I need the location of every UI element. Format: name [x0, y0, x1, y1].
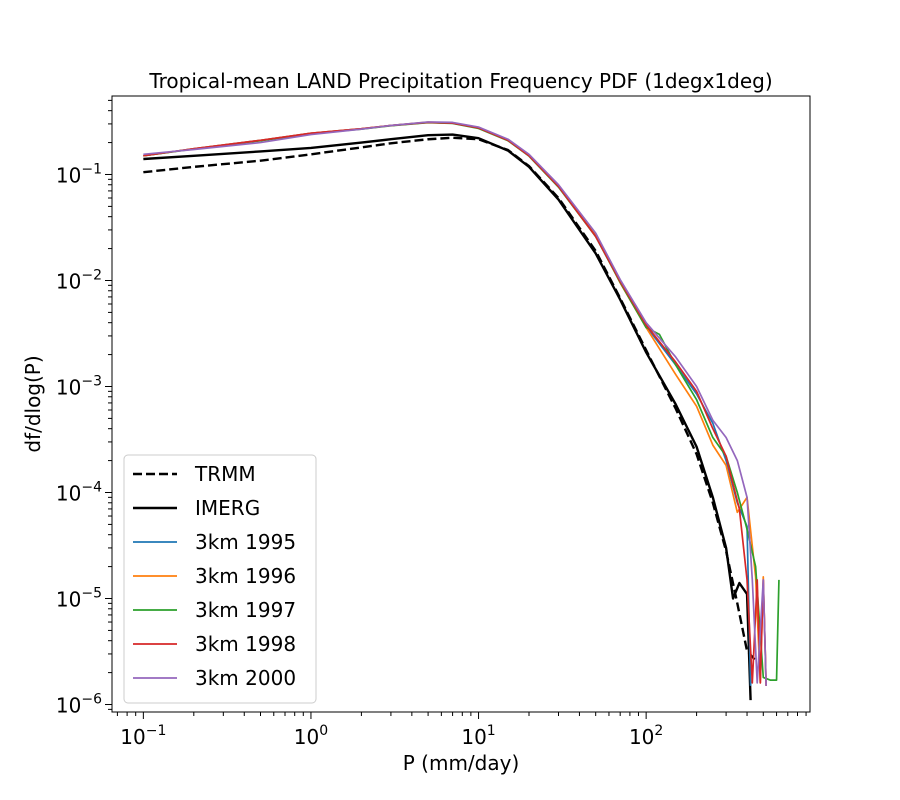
y-tick-label: 10−6	[56, 692, 102, 718]
x-tick-label: 100	[294, 723, 328, 749]
y-axis-ticks: 10−1 10−2 10−3 10−4 10−5 10−6	[56, 99, 112, 718]
legend-label-imerg: IMERG	[195, 496, 260, 520]
legend-label-3km-1996: 3km 1996	[195, 564, 296, 588]
y-tick-label: 10−4	[56, 480, 102, 506]
legend-label-3km-1995: 3km 1995	[195, 530, 296, 554]
y-axis-title: df/dlog(P)	[21, 355, 45, 452]
x-tick-label: 101	[461, 723, 495, 749]
chart-title: Tropical-mean LAND Precipitation Frequen…	[148, 69, 772, 93]
x-axis-title: P (mm/day)	[403, 751, 520, 775]
series-line-3km-2000	[143, 121, 767, 686]
legend-label-3km-1997: 3km 1997	[195, 598, 296, 622]
legend: TRMM IMERG 3km 1995 3km 1996 3km 1997 3km 199…	[123, 454, 317, 704]
y-tick-label: 10−2	[56, 267, 102, 293]
x-tick-label: 10−1	[120, 723, 166, 749]
y-tick-label: 10−1	[56, 161, 102, 187]
y-tick-label: 10−3	[56, 373, 102, 399]
x-axis-ticks: 10−1 100 101 102	[116, 712, 807, 749]
legend-label-3km-2000: 3km 2000	[195, 666, 296, 690]
legend-box	[123, 454, 317, 704]
series-line-imerg	[143, 133, 752, 701]
x-tick-label: 102	[629, 723, 663, 749]
legend-label-3km-1998: 3km 1998	[195, 632, 296, 656]
series-layer	[143, 121, 780, 701]
legend-label-trmm: TRMM	[194, 462, 256, 486]
y-tick-label: 10−5	[56, 586, 102, 612]
plot-area-frame	[111, 95, 811, 713]
